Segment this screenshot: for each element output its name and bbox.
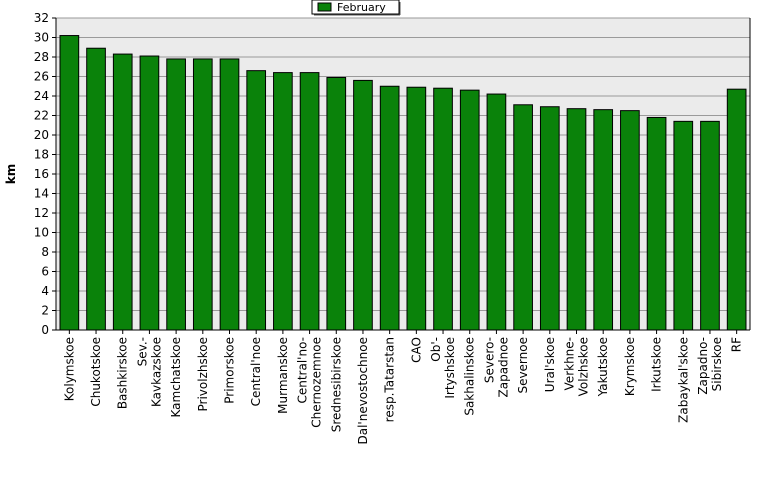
- y-tick-label: 14: [34, 187, 49, 201]
- bar: [246, 70, 267, 331]
- bar: [353, 79, 373, 331]
- x-tick-label: Irkutskoe: [650, 337, 664, 392]
- x-tick-label: Irtyshskoe: [443, 337, 457, 399]
- x-tick-label: Dal'nevostochnoe: [356, 337, 370, 445]
- x-tick-label: Sibirskoe: [710, 337, 724, 391]
- bar: [273, 72, 293, 331]
- y-tick-label: 6: [41, 265, 49, 279]
- bar: [646, 116, 667, 331]
- x-tick-label: Kolymskoe: [62, 337, 76, 401]
- y-tick-label: 12: [34, 206, 49, 220]
- y-tick-label: 24: [34, 89, 49, 103]
- bar: [192, 58, 213, 331]
- x-tick-label: Verkhne-: [563, 337, 577, 390]
- y-axis-label: km: [4, 164, 18, 184]
- x-tick-label: Zabaykal'skoe: [676, 337, 690, 423]
- x-tick-label: resp.Tatarstan: [383, 337, 397, 422]
- y-tick-label: 28: [34, 50, 49, 64]
- x-tick-label: Krymskoe: [623, 337, 637, 396]
- bar: [139, 55, 160, 331]
- bar: [299, 72, 320, 331]
- y-tick-label: 32: [34, 11, 49, 25]
- legend-swatch: [317, 2, 332, 12]
- bar: [513, 104, 533, 331]
- x-tick-label: Ural'skoe: [543, 337, 557, 392]
- x-tick-label: Chukotskoe: [89, 337, 103, 407]
- bar: [59, 35, 80, 331]
- bar: [593, 109, 614, 331]
- y-tick-label: 30: [34, 31, 49, 45]
- bar: [433, 87, 453, 331]
- x-tick-label: Sev.-: [135, 337, 149, 366]
- y-tick-label: 16: [34, 167, 49, 181]
- x-tick-label: Severo-: [482, 337, 496, 383]
- bar: [726, 88, 747, 331]
- x-tick-label: Ob'-: [429, 337, 443, 362]
- x-tick-label: CAO: [409, 337, 423, 363]
- bar: [112, 53, 133, 331]
- legend-label: February: [337, 1, 386, 14]
- x-tick-label: Bashkirskoe: [116, 337, 130, 409]
- bar: [86, 47, 106, 331]
- bar: [219, 58, 240, 331]
- x-tick-label: Zapadno-: [696, 337, 710, 395]
- y-tick-label: 4: [41, 284, 49, 298]
- y-tick-label: 10: [34, 226, 49, 240]
- bar: [379, 85, 400, 331]
- bar: [166, 58, 186, 331]
- x-tick-label: Murmanskoe: [276, 337, 290, 414]
- y-tick-label: 20: [34, 128, 49, 142]
- y-tick-label: 26: [34, 70, 49, 84]
- x-tick-label: Zapadnoe: [496, 337, 510, 398]
- x-tick-label: Central'no-: [296, 337, 310, 404]
- bar: [486, 93, 507, 331]
- y-tick-label: 22: [34, 109, 49, 123]
- x-tick-label: Srednesibirskoe: [329, 337, 343, 432]
- legend: February: [311, 0, 401, 16]
- bar: [326, 76, 347, 331]
- x-tick-label: Volzhskoe: [577, 337, 591, 396]
- x-tick-label: Central'noe: [249, 337, 263, 406]
- x-tick-label: Severnoe: [516, 337, 530, 394]
- x-tick-label: Primorskoe: [223, 337, 237, 404]
- bar: [566, 108, 587, 331]
- x-tick-label: Yakutskoe: [596, 337, 610, 397]
- bar: [539, 106, 560, 331]
- y-tick-label: 2: [41, 304, 49, 318]
- x-axis-ticks: Kolymskoe Chukotskoe Bashkirskoe Sev.- Kavka…: [62, 330, 744, 445]
- bar: [620, 110, 640, 331]
- x-tick-label: RF: [730, 337, 744, 352]
- bars: [59, 35, 747, 331]
- legend-box: [311, 0, 400, 15]
- y-tick-label: 18: [34, 148, 49, 162]
- bar: [406, 86, 427, 331]
- x-tick-label: Sakhalinskoe: [463, 337, 477, 416]
- x-tick-label: Kamchatskoe: [169, 337, 183, 417]
- bar: [700, 120, 720, 331]
- x-tick-label: Privolzhskoe: [196, 337, 210, 411]
- x-tick-label: Chernozemnoe: [310, 337, 324, 428]
- x-tick-label: Kavkazskoe: [149, 337, 163, 407]
- y-tick-label: 0: [41, 323, 49, 337]
- bar: [459, 89, 480, 331]
- bar: [673, 120, 694, 331]
- y-tick-label: 8: [41, 245, 49, 259]
